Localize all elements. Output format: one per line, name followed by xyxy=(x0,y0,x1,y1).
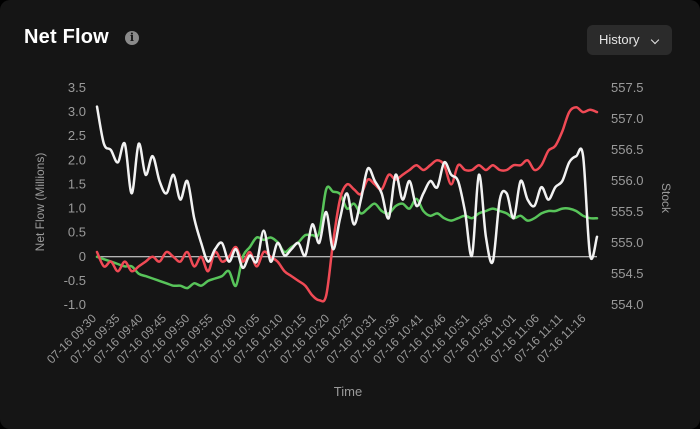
y2-tick-label: 557.0 xyxy=(611,111,644,126)
stock-price-line xyxy=(95,105,599,270)
y-tick-label: -1.0 xyxy=(64,297,86,312)
y2-tick-label: 557.5 xyxy=(611,80,644,95)
y2-tick-label: 555.0 xyxy=(611,235,644,250)
y2-axis-label: Stock xyxy=(659,183,673,214)
y2-tick-label: 554.5 xyxy=(611,266,644,281)
info-icon[interactable]: i xyxy=(125,31,139,45)
y-tick-label: -0.5 xyxy=(64,273,86,288)
left-axis: 3.5 3.0 2.5 2.0 1.5 1.0 0.5 0 -0.5 -1.0 xyxy=(64,80,86,312)
y-tick-label: 2.0 xyxy=(68,152,86,167)
history-dropdown-button[interactable]: History xyxy=(587,25,672,55)
y-tick-label: 3.5 xyxy=(68,80,86,95)
y2-tick-label: 556.5 xyxy=(611,142,644,157)
y2-tick-label: 556.0 xyxy=(611,173,644,188)
y-tick-label: 1.0 xyxy=(68,201,86,216)
y-tick-label: 1.5 xyxy=(68,176,86,191)
y-axis-label: Net Flow (Millions) xyxy=(33,153,47,252)
net-flow-red-line xyxy=(95,106,599,303)
history-label: History xyxy=(599,32,640,47)
series-layer xyxy=(95,105,599,303)
y-tick-label: 0 xyxy=(79,249,86,264)
net-flow-green-line xyxy=(95,185,599,290)
chart-title: Net Flow xyxy=(24,26,109,48)
y2-tick-label: 554.0 xyxy=(611,297,644,312)
y-tick-label: 2.5 xyxy=(68,128,86,143)
y2-tick-label: 555.5 xyxy=(611,204,644,219)
y-tick-label: 0.5 xyxy=(68,225,86,240)
right-axis: 557.5 557.0 556.5 556.0 555.5 555.0 554.5 554.0 xyxy=(611,80,644,312)
y-tick-label: 3.0 xyxy=(68,104,86,119)
x-axis-label: Time xyxy=(334,384,362,399)
